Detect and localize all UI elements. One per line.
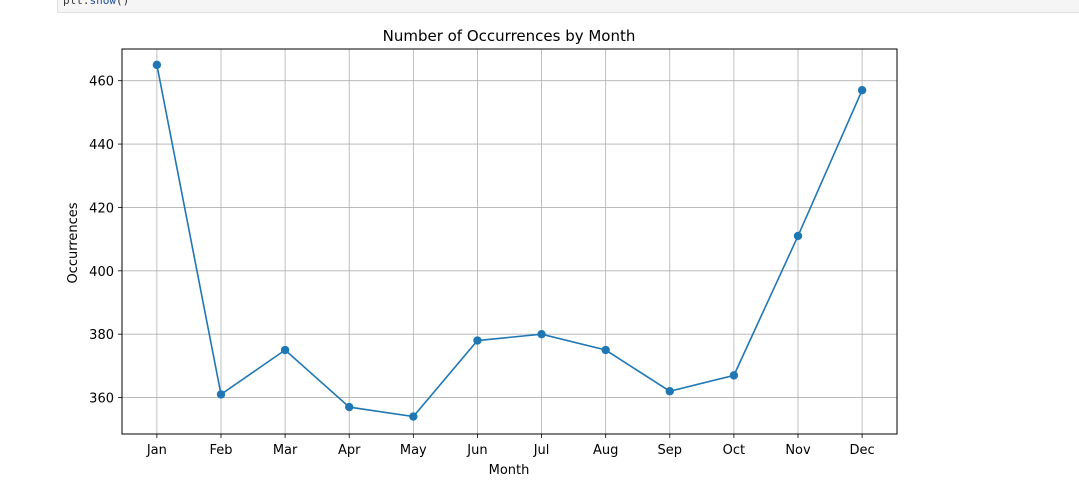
x-tick-label: Sep xyxy=(658,443,683,458)
x-tick-label: Nov xyxy=(785,443,811,458)
x-tick-label: Feb xyxy=(209,443,232,458)
grid-lines xyxy=(122,49,897,434)
series-line xyxy=(156,64,863,418)
x-tick-label: May xyxy=(400,443,427,458)
data-point-sep xyxy=(665,387,674,396)
data-point-aug xyxy=(601,345,610,355)
series-group xyxy=(152,60,867,421)
data-point-jul xyxy=(537,329,546,339)
plot-frame xyxy=(121,48,898,435)
y-tick-label: 440 xyxy=(89,138,114,153)
x-tick-label: Jul xyxy=(533,443,550,458)
x-tick-label: Mar xyxy=(273,443,298,458)
data-point-dec xyxy=(857,85,867,95)
x-axis-label: Month xyxy=(489,463,530,478)
data-point-feb xyxy=(216,390,226,399)
data-point-nov xyxy=(793,231,803,241)
code-object: plt xyxy=(63,0,83,7)
x-tick-label: Apr xyxy=(338,443,361,458)
code-line: plt.show() xyxy=(63,0,129,7)
x-tick-label: Dec xyxy=(850,443,875,458)
x-axis-ticks: Jan Feb Mar Apr May Jun Jul Aug Sep Oct Nov Dec xyxy=(146,434,875,458)
data-point-jan xyxy=(152,60,162,70)
data-point-mar xyxy=(280,345,290,355)
x-tick-label: Oct xyxy=(723,443,745,458)
x-tick-label: Jun xyxy=(466,443,487,458)
y-axis-label: Occurrences xyxy=(66,202,81,283)
data-point-may xyxy=(409,412,418,421)
data-point-oct xyxy=(729,371,739,380)
y-tick-label: 460 xyxy=(89,75,114,90)
data-point-jun xyxy=(473,336,482,345)
y-tick-label: 400 xyxy=(89,265,114,280)
y-tick-label: 420 xyxy=(89,201,114,216)
y-axis-ticks: 360 380 400 420 440 460 xyxy=(89,75,122,407)
y-tick-label: 360 xyxy=(89,392,114,407)
code-parens: () xyxy=(116,0,130,7)
x-tick-label: Aug xyxy=(593,443,618,458)
y-tick-label: 380 xyxy=(89,328,114,343)
x-tick-label: Jan xyxy=(146,443,167,458)
code-method: show xyxy=(89,0,117,7)
code-cell[interactable]: plt.show() xyxy=(57,0,1079,13)
chart-title: Number of Occurrences by Month xyxy=(383,27,636,45)
data-point-apr xyxy=(345,402,354,412)
